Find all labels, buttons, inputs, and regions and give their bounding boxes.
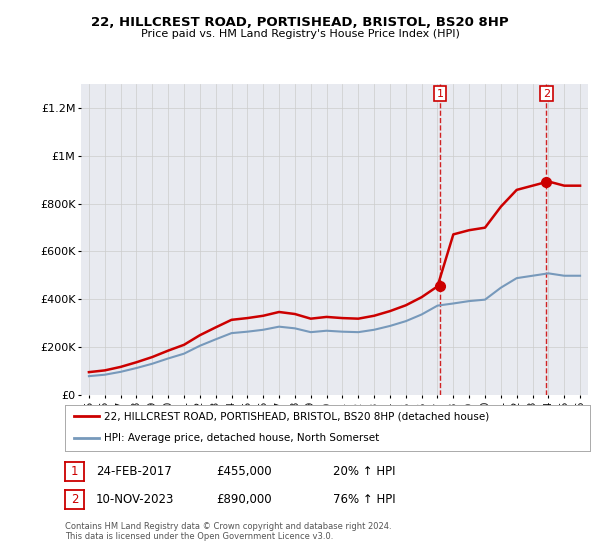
Text: 1: 1 bbox=[71, 465, 78, 478]
Text: 24-FEB-2017: 24-FEB-2017 bbox=[96, 465, 172, 478]
Text: 1: 1 bbox=[436, 88, 443, 99]
Text: £455,000: £455,000 bbox=[216, 465, 272, 478]
Text: 20% ↑ HPI: 20% ↑ HPI bbox=[333, 465, 395, 478]
Text: 2: 2 bbox=[71, 493, 78, 506]
Text: 22, HILLCREST ROAD, PORTISHEAD, BRISTOL, BS20 8HP (detached house): 22, HILLCREST ROAD, PORTISHEAD, BRISTOL,… bbox=[104, 412, 490, 421]
Text: Contains HM Land Registry data © Crown copyright and database right 2024.
This d: Contains HM Land Registry data © Crown c… bbox=[65, 522, 391, 542]
Text: 76% ↑ HPI: 76% ↑ HPI bbox=[333, 493, 395, 506]
Text: 2: 2 bbox=[543, 88, 550, 99]
Text: 10-NOV-2023: 10-NOV-2023 bbox=[96, 493, 175, 506]
Text: Price paid vs. HM Land Registry's House Price Index (HPI): Price paid vs. HM Land Registry's House … bbox=[140, 29, 460, 39]
Text: £890,000: £890,000 bbox=[216, 493, 272, 506]
Text: 22, HILLCREST ROAD, PORTISHEAD, BRISTOL, BS20 8HP: 22, HILLCREST ROAD, PORTISHEAD, BRISTOL,… bbox=[91, 16, 509, 29]
Text: HPI: Average price, detached house, North Somerset: HPI: Average price, detached house, Nort… bbox=[104, 433, 379, 443]
